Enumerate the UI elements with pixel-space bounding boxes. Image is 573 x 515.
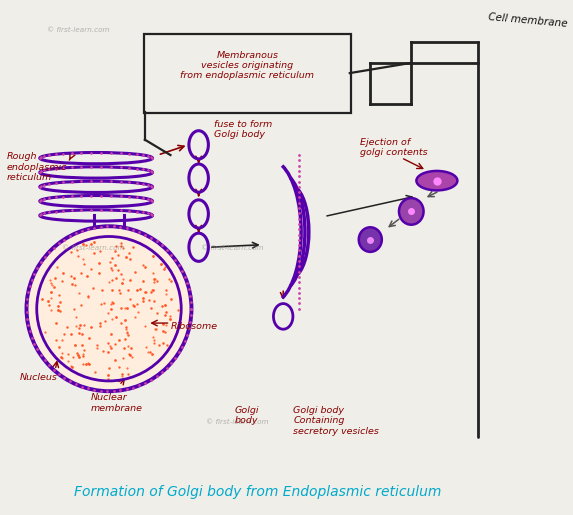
Text: Ejection of
golgi contents: Ejection of golgi contents [360,138,427,157]
Text: Nuclear
membrane: Nuclear membrane [91,393,143,413]
Text: Ribosome: Ribosome [170,322,218,331]
Text: © first-learn.com: © first-learn.com [201,245,263,251]
Text: © first-learn.com: © first-learn.com [206,419,268,425]
Text: Membranous
vesicles originating
from endoplasmic reticulum: Membranous vesicles originating from end… [180,50,315,80]
Text: © first-learn.com: © first-learn.com [62,245,125,251]
Ellipse shape [359,227,382,252]
Text: Golgi
body: Golgi body [234,406,259,425]
Text: fuse to form
Golgi body: fuse to form Golgi body [214,120,272,139]
Text: Golgi body
Containing
secretory vesicles: Golgi body Containing secretory vesicles [293,406,379,436]
Text: Nucleus: Nucleus [19,373,57,382]
Text: Cell membrane: Cell membrane [488,12,568,29]
Ellipse shape [417,171,457,191]
Text: Formation of Golgi body from Endoplasmic reticulum: Formation of Golgi body from Endoplasmic… [74,485,441,499]
Ellipse shape [399,198,423,225]
Text: © first-learn.com: © first-learn.com [47,27,109,33]
Circle shape [30,229,189,388]
Text: Rough
endoplasmic
reticulum: Rough endoplasmic reticulum [6,152,67,182]
